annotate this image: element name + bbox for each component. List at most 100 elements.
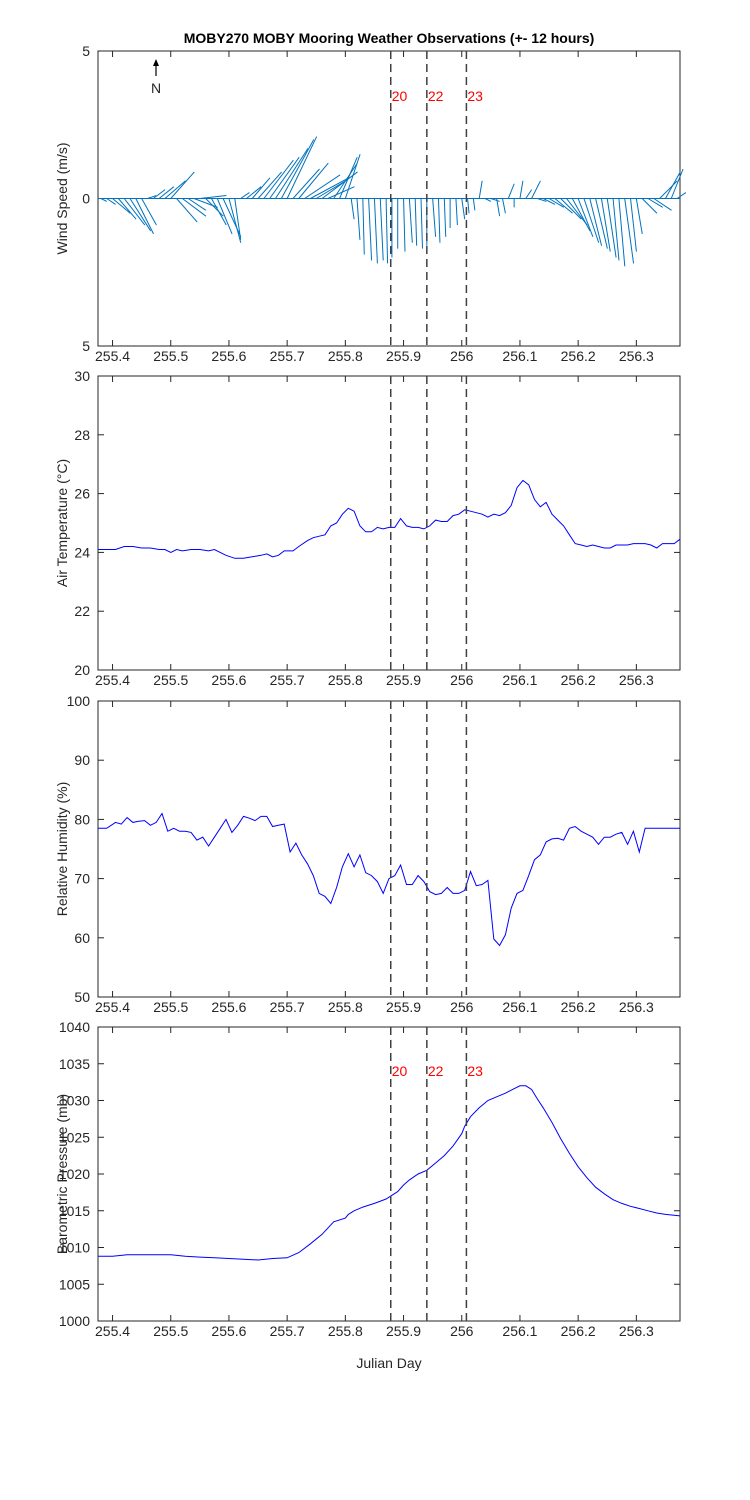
wind-vector (280, 139, 315, 199)
x-tick-label: 255.6 (211, 999, 246, 1015)
y-tick-label: 5 (82, 338, 90, 354)
event-marker-label: 22 (428, 88, 444, 104)
north-label: N (151, 80, 161, 96)
y-axis-title: Wind Speed (m/s) (54, 142, 70, 254)
y-tick-label: 1010 (59, 1240, 90, 1256)
wind-vector (129, 198, 152, 232)
wind-vector (269, 156, 300, 199)
wind-vector (583, 198, 600, 243)
wind-vector (548, 198, 565, 208)
wind-vector (618, 198, 626, 267)
y-tick-label: 1000 (59, 1313, 90, 1329)
plot-area (97, 700, 681, 998)
wind-vector (670, 168, 684, 199)
wind-vector (135, 198, 154, 235)
x-tick-label: 255.7 (270, 348, 305, 364)
y-tick-label: 28 (74, 427, 90, 443)
wind-vector (467, 198, 470, 214)
wind-vector (344, 154, 361, 199)
wind-vector (531, 180, 541, 199)
x-tick-label: 256.2 (561, 348, 596, 364)
wind-vector (437, 198, 441, 243)
wind-vector (665, 171, 681, 199)
wind-vector (484, 198, 492, 202)
wind-vector (385, 198, 389, 264)
y-tick-label: 1020 (59, 1166, 90, 1182)
wind-vector (507, 183, 515, 199)
wind-vector (211, 198, 227, 226)
wind-vector (490, 198, 500, 202)
x-tick-label: 256.1 (502, 348, 537, 364)
wind-vector (176, 198, 198, 223)
x-tick-label: 256.3 (619, 348, 654, 364)
x-tick-label: 255.4 (95, 999, 130, 1015)
wind-vector (117, 198, 137, 220)
y-tick-label: 50 (74, 989, 90, 1005)
y-axis-title: Barometric Pressure (mb) (54, 1094, 70, 1254)
x-tick-label: 255.7 (270, 1323, 305, 1339)
wind-vector (595, 198, 608, 249)
y-tick-label: 22 (74, 603, 90, 619)
x-tick-label: 255.9 (386, 1323, 421, 1339)
wind-vector (543, 198, 556, 205)
wind-vector (676, 192, 687, 199)
x-tick-label: 256.1 (502, 672, 537, 688)
wind-vector (653, 198, 672, 211)
wind-vector (600, 198, 611, 252)
wind-vector (659, 180, 678, 199)
y-tick-label: 0 (82, 191, 90, 207)
wind-vector (350, 198, 355, 220)
wind-vector (420, 198, 423, 249)
event-marker-label: 23 (467, 1063, 483, 1079)
series-line (98, 1085, 681, 1261)
x-tick-label: 256.3 (619, 999, 654, 1015)
x-tick-label: 256.1 (502, 1323, 537, 1339)
wind-vector (199, 195, 227, 199)
wind-vector (251, 177, 271, 199)
wind-vector (519, 180, 524, 199)
wind-vector (182, 198, 207, 217)
wind-vector (286, 136, 318, 199)
x-tick-label: 256.2 (561, 1323, 596, 1339)
panel-4: 255.4 255.5 255.6 255.7 255.8 255.9 256 256.1 25… (54, 1019, 681, 1339)
event-marker-label: 20 (392, 88, 408, 104)
y-tick-label: 26 (74, 486, 90, 502)
wind-vector (304, 174, 341, 199)
wind-vector (315, 180, 347, 199)
event-marker-label: 22 (428, 1063, 444, 1079)
y-tick-label: 1025 (59, 1129, 90, 1145)
y-tick-label: 20 (74, 662, 90, 678)
wind-vector (537, 198, 547, 202)
wind-vector (257, 171, 283, 199)
wind-vector (356, 198, 361, 240)
y-axis-title: Relative Humidity (%) (54, 782, 70, 917)
wind-vector (554, 198, 573, 214)
y-tick-label: 1040 (59, 1019, 90, 1035)
panel-2: 255.4 255.5 255.6 255.7 255.8 255.9 256 256.1 25… (54, 368, 681, 688)
x-tick-label: 255.8 (328, 672, 363, 688)
event-marker-label: 23 (467, 88, 483, 104)
x-tick-label: 255.6 (211, 348, 246, 364)
wind-vector (123, 198, 146, 226)
wind-vector (292, 168, 320, 199)
x-tick-label: 256.3 (619, 672, 654, 688)
x-tick-label: 255.5 (153, 1323, 188, 1339)
x-tick-label: 256 (450, 999, 474, 1015)
x-tick-label: 255.7 (270, 672, 305, 688)
wind-vector (432, 198, 437, 237)
panel-1: 255.4 255.5 255.6 255.7 255.8 255.9 256 256.1 25… (54, 43, 687, 364)
wind-vector (647, 198, 663, 208)
wind-vector (205, 198, 224, 217)
x-tick-label: 255.9 (386, 999, 421, 1015)
x-tick-label: 255.4 (95, 1323, 130, 1339)
wind-vector (630, 198, 637, 252)
wind-vector (263, 159, 294, 199)
y-tick-label: 1005 (59, 1276, 90, 1292)
wind-vector (228, 198, 242, 243)
wind-vector (403, 198, 406, 252)
x-tick-label: 255.5 (153, 999, 188, 1015)
wind-vector (408, 198, 413, 243)
x-tick-label: 255.6 (211, 672, 246, 688)
wind-vector (275, 148, 309, 199)
